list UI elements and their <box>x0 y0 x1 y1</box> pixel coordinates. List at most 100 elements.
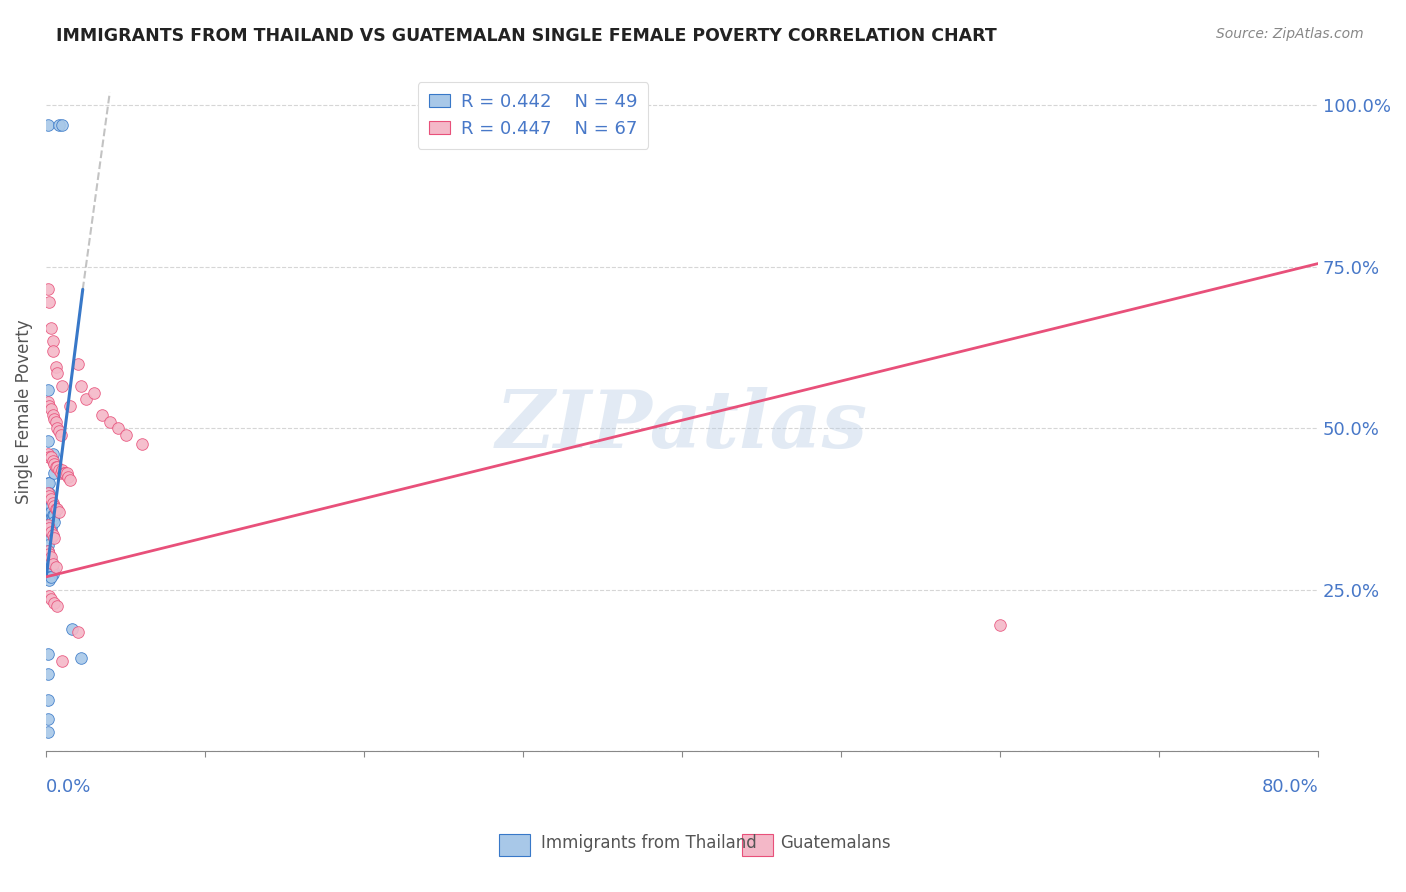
Point <box>39 524 62 539</box>
Point <box>39 521 62 535</box>
Text: IMMIGRANTS FROM THAILAND VS GUATEMALAN SINGLE FEMALE POVERTY CORRELATION CHART: IMMIGRANTS FROM THAILAND VS GUATEMALAN S… <box>56 27 997 45</box>
Point <box>46 460 69 475</box>
Point <box>37 537 59 551</box>
Point <box>38 489 60 503</box>
Point <box>41 528 63 542</box>
Point <box>39 515 62 529</box>
Point <box>39 511 62 525</box>
Text: Immigrants from Thailand: Immigrants from Thailand <box>541 834 756 852</box>
Point <box>41 563 63 577</box>
Point <box>39 321 62 335</box>
Point <box>37 557 59 571</box>
Legend: R = 0.442    N = 49, R = 0.447    N = 67: R = 0.442 N = 49, R = 0.447 N = 67 <box>418 82 648 149</box>
Point <box>38 399 60 413</box>
Point <box>66 357 89 371</box>
Point <box>49 467 72 481</box>
Point <box>46 367 69 381</box>
Point <box>83 385 105 400</box>
Point <box>46 502 69 516</box>
Point <box>44 531 66 545</box>
Point <box>38 570 60 584</box>
Point <box>39 401 62 416</box>
Text: Source: ZipAtlas.com: Source: ZipAtlas.com <box>1216 27 1364 41</box>
Point <box>39 592 62 607</box>
Point <box>131 437 153 451</box>
Point <box>38 589 60 603</box>
Point <box>37 383 59 397</box>
Point <box>48 425 70 439</box>
Point <box>44 411 66 425</box>
Point <box>38 566 60 581</box>
Point <box>38 499 60 513</box>
Point <box>44 499 66 513</box>
Text: ZIPatlas: ZIPatlas <box>496 387 869 465</box>
Point <box>37 486 59 500</box>
Point <box>38 511 60 525</box>
Point <box>51 654 73 668</box>
Point <box>39 524 62 539</box>
Point <box>114 427 136 442</box>
Point <box>58 469 80 483</box>
Point <box>45 460 67 475</box>
Point <box>41 566 63 581</box>
Point <box>38 505 60 519</box>
Point <box>38 486 60 500</box>
Point <box>48 505 70 519</box>
Point <box>107 421 129 435</box>
Point <box>38 450 60 465</box>
Point <box>39 554 62 568</box>
Point <box>66 624 89 639</box>
Point <box>39 563 62 577</box>
Point <box>51 118 73 132</box>
Point <box>48 463 70 477</box>
Point <box>39 570 62 584</box>
Point <box>38 521 60 535</box>
Point <box>90 409 112 423</box>
Point <box>39 505 62 519</box>
Point <box>41 453 63 467</box>
Point <box>59 399 82 413</box>
Point <box>44 457 66 471</box>
Point <box>44 467 66 481</box>
Point <box>38 476 60 491</box>
Point <box>37 518 59 533</box>
Point <box>37 712 59 726</box>
Point <box>38 557 60 571</box>
Point <box>38 573 60 587</box>
Point <box>60 622 83 636</box>
Point <box>44 508 66 523</box>
Point <box>41 409 63 423</box>
Point <box>45 560 67 574</box>
Point <box>38 566 60 581</box>
Point <box>41 334 63 348</box>
Point <box>37 282 59 296</box>
Point <box>37 692 59 706</box>
Point <box>98 415 121 429</box>
Point <box>41 508 63 523</box>
Point <box>44 596 66 610</box>
Point <box>52 467 75 481</box>
Point <box>37 666 59 681</box>
Point <box>39 550 62 565</box>
Point <box>37 648 59 662</box>
Point <box>59 473 82 487</box>
Point <box>45 502 67 516</box>
Point <box>37 544 59 558</box>
Point <box>44 515 66 529</box>
Point <box>46 599 69 613</box>
Point <box>37 724 59 739</box>
Point <box>988 618 1011 632</box>
Point <box>45 415 67 429</box>
Point <box>38 547 60 561</box>
Point <box>41 447 63 461</box>
Point <box>39 450 62 465</box>
Point <box>38 550 60 565</box>
Text: Guatemalans: Guatemalans <box>780 834 891 852</box>
Point <box>53 467 76 481</box>
Point <box>37 544 59 558</box>
Point <box>75 392 97 407</box>
Point <box>70 650 93 665</box>
Point <box>38 521 60 535</box>
Point <box>37 550 59 565</box>
Point <box>46 421 69 435</box>
